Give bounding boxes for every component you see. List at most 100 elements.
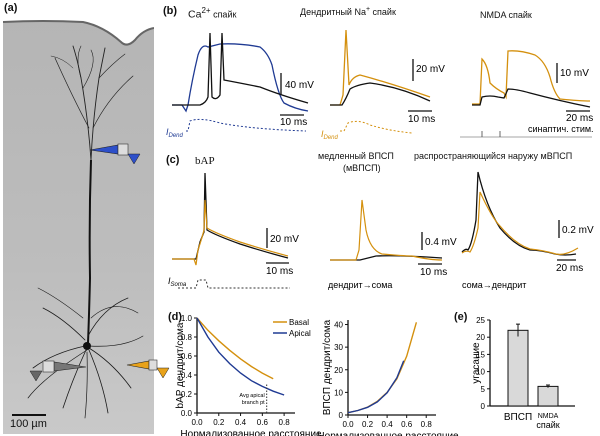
category-label-1-line1: NMDA bbox=[538, 413, 559, 420]
ca-title-base: Ca bbox=[188, 8, 202, 21]
ca-scale-t-label: 10 ms bbox=[280, 117, 307, 128]
category-label-0: ВПСП bbox=[504, 412, 532, 423]
x-tick-label: 0.6 bbox=[257, 418, 269, 427]
panel-b-traces: 40 mV 10 ms IDend 20 mV 10 ms IDend 10 m… bbox=[166, 29, 594, 141]
ca-title-sup: 2+ bbox=[201, 6, 211, 15]
ca-scale-v-label: 40 mV bbox=[285, 80, 314, 91]
panel-b-label: (b) bbox=[163, 5, 178, 17]
nmda-scale-t-label: 20 ms bbox=[566, 113, 593, 124]
bap-scale-v-label: 20 mV bbox=[270, 234, 299, 245]
x-axis-label: Нормализованное расстояние bbox=[318, 431, 459, 436]
x-tick-label: 0.8 bbox=[421, 420, 433, 429]
na-title-base: Дендритный Na bbox=[300, 7, 366, 17]
series-line-basal bbox=[196, 317, 274, 380]
x-tick-label: 0.4 bbox=[235, 418, 247, 427]
na-title-sup: + bbox=[365, 6, 371, 13]
ca-title-suffix: спайк bbox=[210, 9, 237, 20]
branch-point-label-2: branch pt bbox=[242, 400, 265, 406]
category-label-1-line2: спайк bbox=[536, 420, 559, 430]
y-axis-label: ВПСП дендрит/сома bbox=[322, 319, 333, 415]
na-spike-title: Дендритный Na+ спайк bbox=[300, 6, 396, 17]
slow-epsp-title-2: (мВПСП) bbox=[343, 163, 381, 173]
dend-to-soma-label: дендрит→сома bbox=[328, 280, 392, 290]
ca-soma-trace bbox=[172, 32, 309, 106]
basal-pipette-orange-icon bbox=[126, 359, 170, 379]
legend-label-apical: Apical bbox=[289, 329, 311, 338]
bar-0 bbox=[507, 329, 529, 407]
y-tick-label: 0 bbox=[481, 402, 486, 411]
y-tick-label: 15 bbox=[476, 350, 485, 359]
na-soma-trace bbox=[330, 82, 431, 106]
branch-point-label-1: Avg apical bbox=[239, 393, 264, 399]
panel-c-traces: 20 mV 10 ms ISoma 0.4 mV 10 ms дендрит→с… bbox=[168, 171, 594, 290]
isoma-label: ISoma bbox=[168, 276, 187, 288]
panel-d-label: (d) bbox=[168, 311, 183, 323]
bar-1 bbox=[537, 385, 559, 407]
series-line-apical bbox=[196, 317, 285, 396]
na-title-suffix: спайк bbox=[370, 7, 396, 17]
na-basal-trace bbox=[330, 29, 431, 106]
panel-c-label: (c) bbox=[166, 154, 180, 166]
y-tick-label: 0.4 bbox=[181, 371, 193, 380]
x-tick-label: 0.0 bbox=[191, 418, 203, 427]
ca-apical-trace bbox=[172, 43, 309, 113]
apical-tuft bbox=[50, 45, 134, 161]
slow-epsp-title-1: медленный ВПСП bbox=[318, 151, 394, 161]
y-tick-label: 10 bbox=[334, 388, 343, 397]
apical-trunk bbox=[87, 159, 92, 344]
soma-pipette-gray-icon bbox=[29, 360, 87, 382]
y-tick-label: 0.0 bbox=[181, 409, 193, 418]
outward-epsp-title: распространяющийся наружу мВПСП bbox=[414, 151, 573, 161]
chart-epsp-ratio: 0.0 0.2 0.4 0.6 0.8 0 10 20 30 40 Нормализованное … bbox=[318, 319, 459, 436]
y-tick-label: 0.8 bbox=[181, 333, 193, 342]
apical-pipette-blue-icon bbox=[89, 143, 141, 165]
slow-soma-trace bbox=[330, 255, 443, 261]
bap-basal-trace bbox=[172, 199, 289, 266]
nmda-soma-trace bbox=[472, 88, 591, 108]
y-tick-label: 0.2 bbox=[181, 390, 193, 399]
scale-bar-label: 100 µm bbox=[10, 418, 47, 430]
na-idend-trace bbox=[340, 120, 413, 134]
na-idend-label: IDend bbox=[321, 129, 339, 141]
neuron-micrograph bbox=[3, 18, 154, 434]
bap-title: bAP bbox=[195, 155, 215, 167]
slow-basal-trace bbox=[330, 199, 443, 261]
slow-scale-t-label: 10 ms bbox=[420, 267, 447, 278]
y-tick-label: 40 bbox=[334, 321, 343, 330]
x-tick-label: 0.8 bbox=[279, 418, 291, 427]
x-tick-label: 0.0 bbox=[342, 420, 354, 429]
x-tick-label: 0.2 bbox=[362, 420, 374, 429]
bap-soma-trace bbox=[172, 172, 289, 260]
nmda-spike-title: NMDA спайк bbox=[480, 10, 532, 20]
nmda-scale-v-label: 10 mV bbox=[560, 68, 589, 79]
ca-idend-label: IDend bbox=[166, 127, 184, 139]
y-tick-label: 20 bbox=[334, 366, 343, 375]
y-tick-label: 25 bbox=[476, 316, 485, 325]
y-tick-label: 1.0 bbox=[181, 314, 193, 323]
y-tick-label: 0.6 bbox=[181, 352, 193, 361]
y-tick-label: 20 bbox=[476, 333, 485, 342]
y-axis-label: bAP дендрит/сома bbox=[175, 322, 186, 408]
y-tick-label: 30 bbox=[334, 343, 343, 352]
nmda-basal-trace bbox=[472, 50, 591, 105]
panel-e-label: (e) bbox=[454, 311, 468, 323]
panel-a-label: (a) bbox=[4, 2, 18, 14]
chart-bap-ratio: 0.0 0.2 0.4 0.6 0.8 0.0 0.2 0.4 0.6 0.8 1.0 Нормали… bbox=[175, 314, 322, 436]
soma-to-dend-label: сома→дендрит bbox=[462, 280, 526, 290]
legend-label-basal: Basal bbox=[289, 318, 309, 327]
na-scale-v-label: 20 mV bbox=[416, 64, 445, 75]
bap-scale-t-label: 10 ms bbox=[266, 266, 293, 277]
y-tick-label: 0 bbox=[339, 411, 344, 420]
x-tick-label: 0.2 bbox=[213, 418, 225, 427]
syn-stim-label: синаптич. стим. bbox=[528, 124, 594, 134]
out-scale-v-label: 0.2 mV bbox=[562, 225, 594, 236]
x-tick-label: 0.4 bbox=[382, 420, 394, 429]
x-axis-label: Нормализованное расстояние bbox=[180, 429, 322, 436]
out-scale-t-label: 20 ms bbox=[556, 263, 583, 274]
y-tick-label: 5 bbox=[481, 385, 486, 394]
na-scale-t-label: 10 ms bbox=[408, 114, 435, 125]
x-tick-label: 0.6 bbox=[401, 420, 413, 429]
isoma-trace bbox=[178, 279, 290, 289]
basal-dendrites bbox=[27, 287, 144, 419]
